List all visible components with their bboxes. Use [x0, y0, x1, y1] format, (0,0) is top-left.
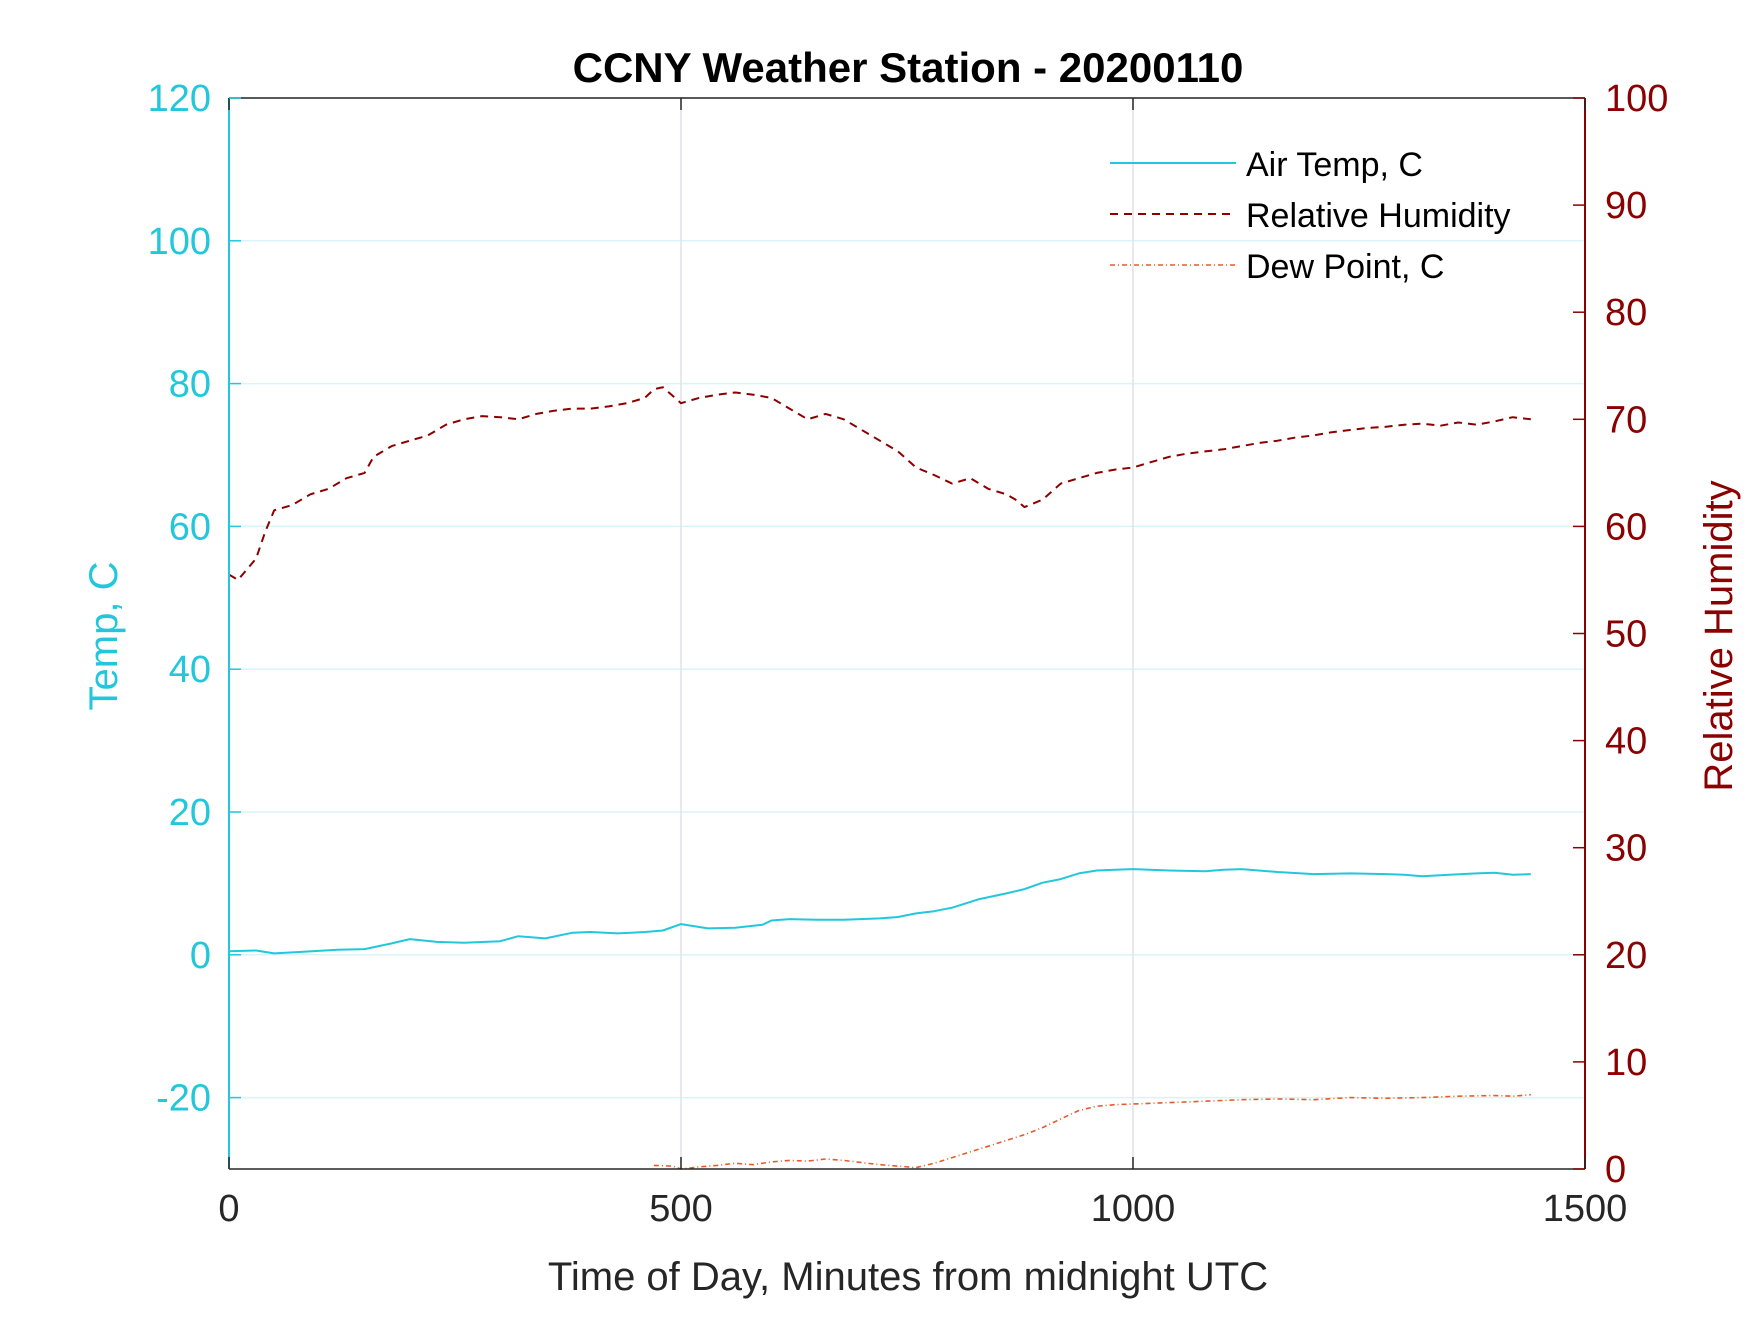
x-tick-label: 500	[649, 1188, 712, 1230]
y-axis-label-left: Temp, C	[82, 562, 126, 711]
relative-humidity-line	[228, 386, 1531, 581]
y-tick-label-right: 10	[1605, 1042, 1647, 1084]
y-tick-label-right: 40	[1605, 721, 1647, 763]
y-tick-label-right: 50	[1605, 614, 1647, 656]
series-layer	[228, 386, 1531, 1170]
x-axis-label: Time of Day, Minutes from midnight UTC	[548, 1255, 1268, 1299]
legend: Air Temp, C Relative Humidity Dew Point,…	[1110, 146, 1511, 286]
y-axis-label-right: Relative Humidity	[1697, 480, 1741, 791]
chart-title: CCNY Weather Station - 20200110	[573, 44, 1244, 91]
y-tick-label-left: 20	[169, 792, 211, 834]
x-tick-label: 1500	[1543, 1188, 1628, 1230]
y-tick-label-right: 60	[1605, 506, 1647, 548]
air-temp-line	[228, 868, 1531, 955]
dew-point-line	[653, 1093, 1531, 1170]
y-tick-label-left: 60	[169, 506, 211, 548]
legend-label-relative-humidity: Relative Humidity	[1246, 197, 1511, 235]
y-tick-label-right: 80	[1605, 292, 1647, 334]
legend-label-dew-point: Dew Point, C	[1246, 248, 1444, 286]
y-tick-label-right: 70	[1605, 399, 1647, 441]
y-tick-label-left: 80	[169, 364, 211, 406]
y-tick-label-left: 40	[169, 649, 211, 691]
axes-layer: 0 500 1000 1500 -20 0 20 40 60 80 100 120 0 10 20 30 40 5…	[148, 78, 1669, 1230]
x-tick-label: 0	[218, 1188, 239, 1230]
y-tick-label-right: 90	[1605, 185, 1647, 227]
y-tick-label-right: 20	[1605, 935, 1647, 977]
y-tick-label-left: -20	[156, 1078, 211, 1120]
y-tick-label-left: 100	[148, 221, 211, 263]
y-tick-label-right: 0	[1605, 1149, 1626, 1191]
x-tick-label: 1000	[1091, 1188, 1176, 1230]
y-tick-label-left: 0	[190, 935, 211, 977]
y-tick-label-left: 120	[148, 78, 211, 120]
y-tick-label-right: 100	[1605, 78, 1668, 120]
y-tick-label-right: 30	[1605, 828, 1647, 870]
legend-label-air-temp: Air Temp, C	[1246, 146, 1423, 184]
